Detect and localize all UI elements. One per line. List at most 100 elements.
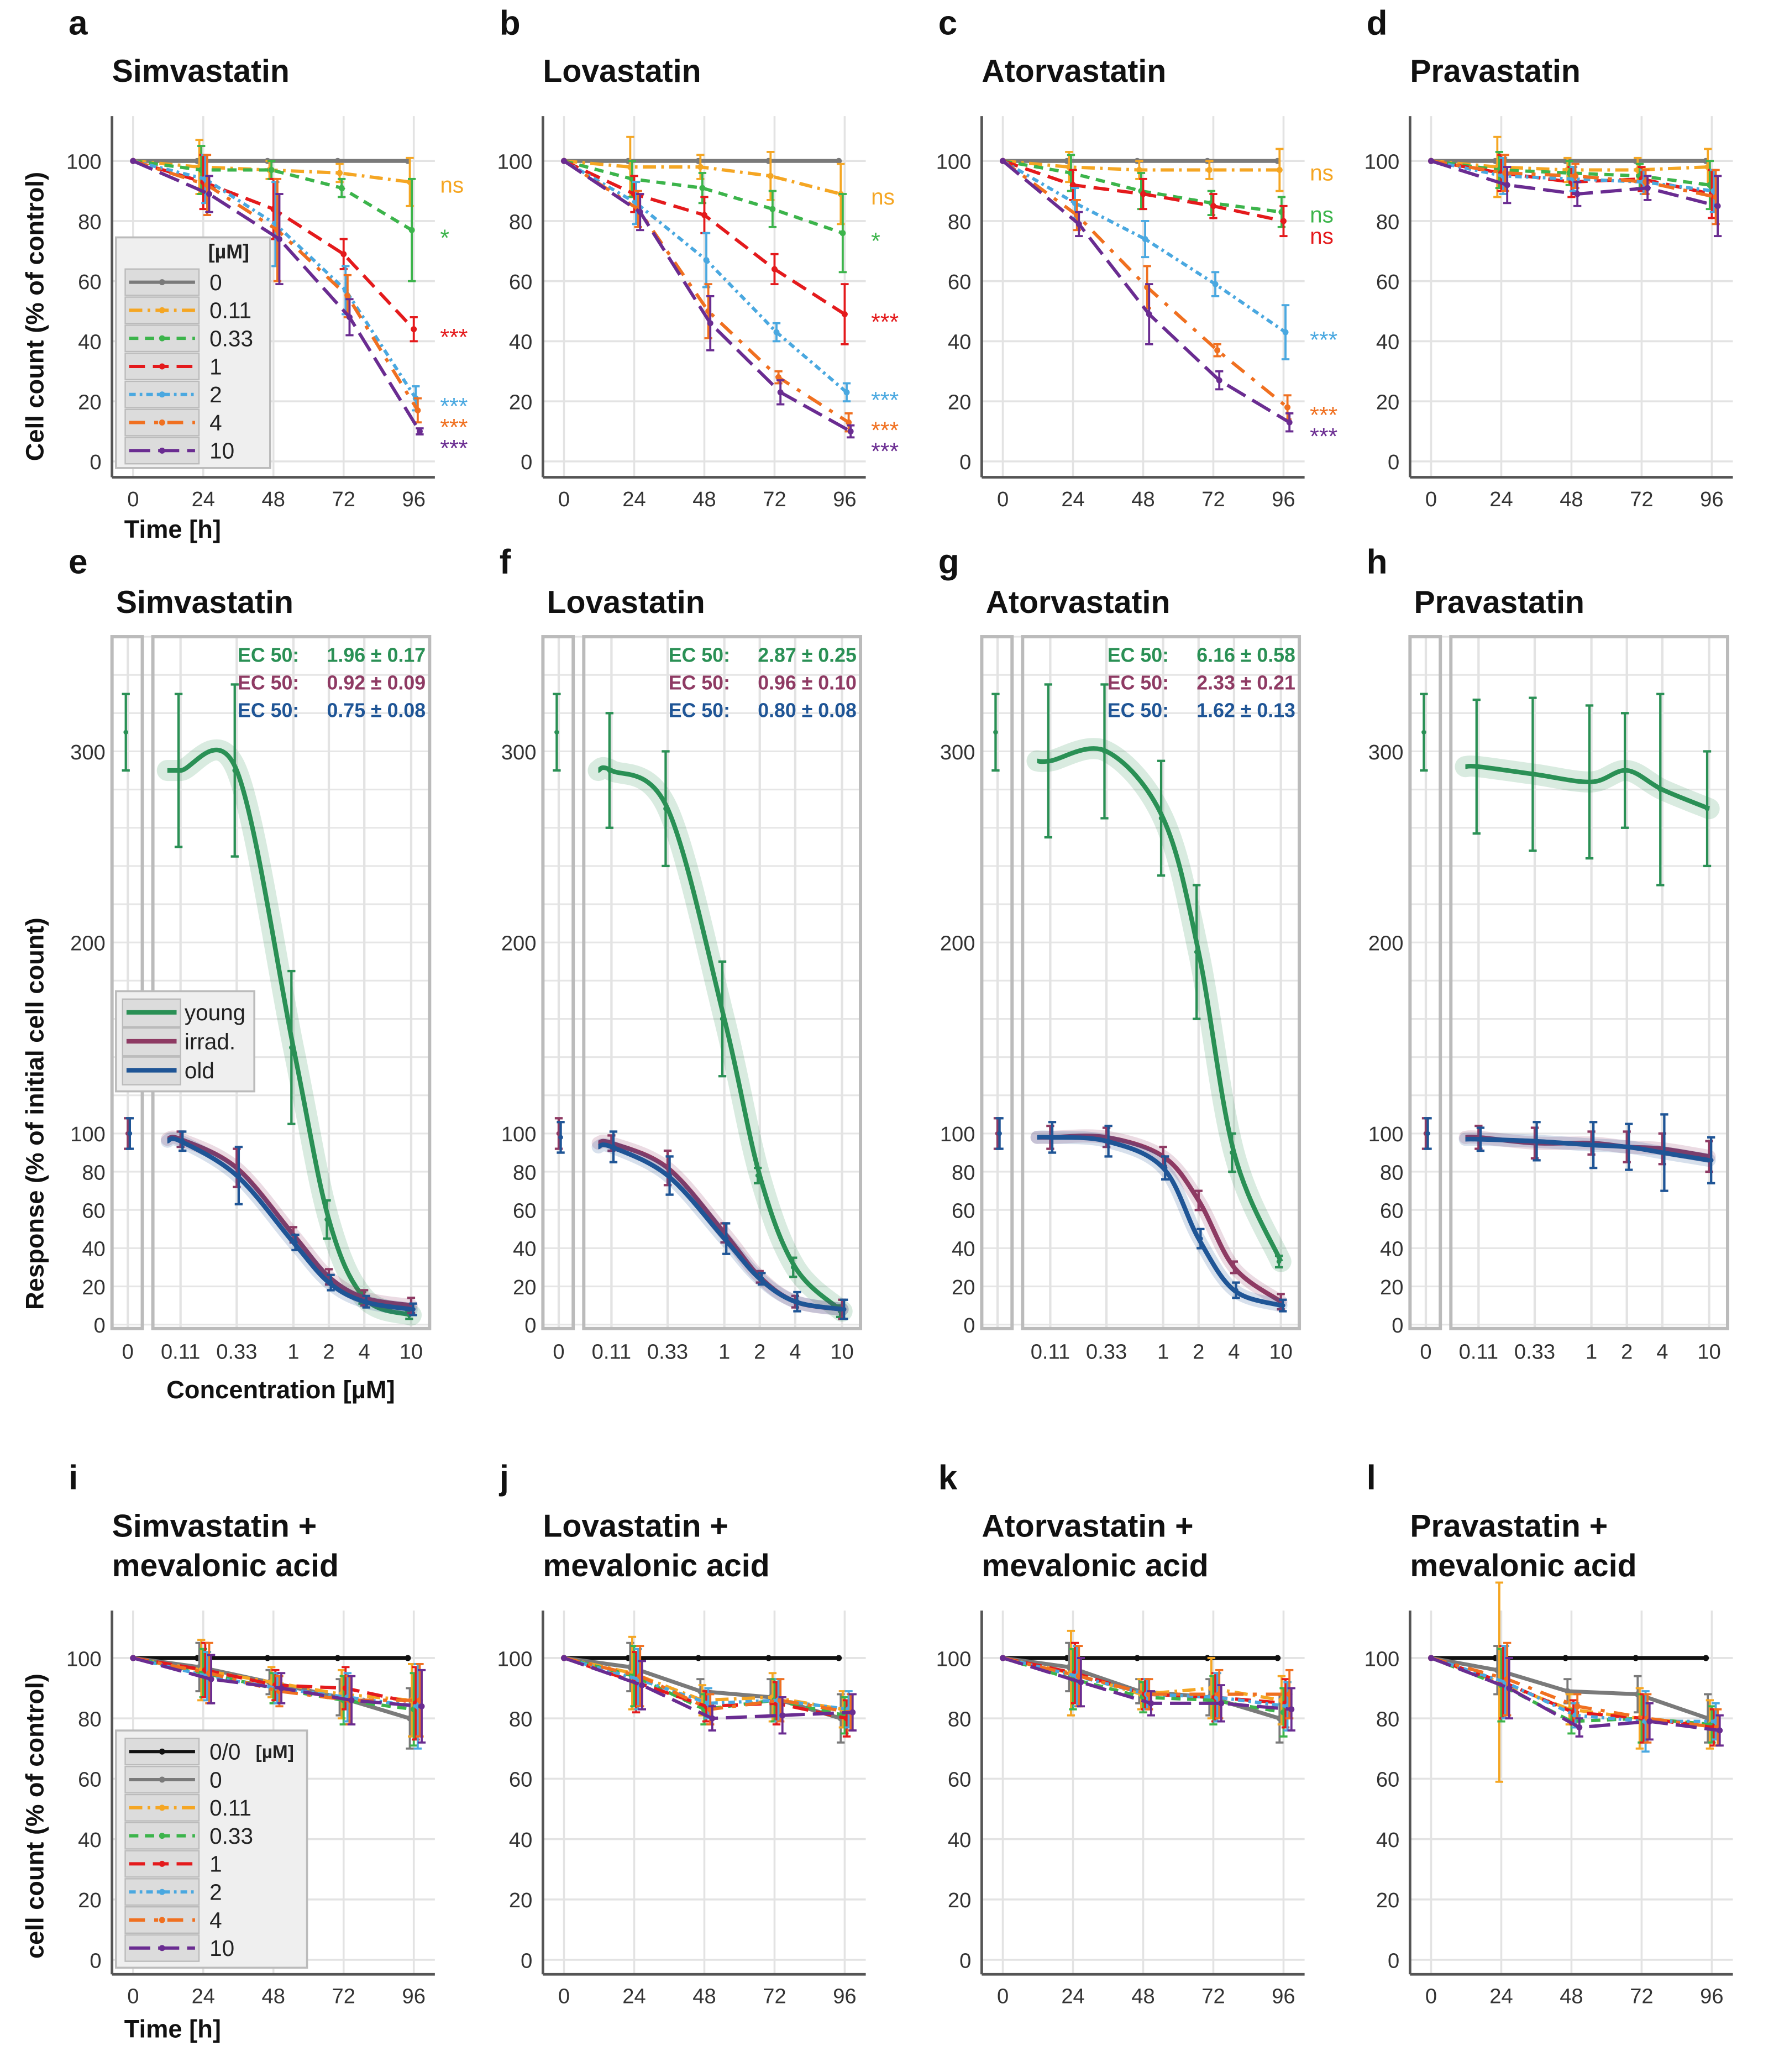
legend-marker [159,1889,165,1895]
x-tick-label: 2 [1193,1340,1204,1364]
x-tick-label: 48 [1131,487,1154,511]
x-tick-label: 72 [1201,487,1225,511]
data-point [346,314,353,321]
data-point [791,1265,796,1270]
data-point [1478,1137,1483,1142]
x-tick-label: 0 [558,487,570,511]
legend-title: [µM] [256,1742,294,1762]
ec50-value: 1.96 ± 0.17 [327,644,426,666]
data-point [338,185,345,191]
y-tick-label: 300 [70,741,106,764]
y-tick-label: 60 [948,1768,971,1792]
x-tick-label: 0.33 [1514,1340,1555,1364]
data-point [334,158,341,164]
significance-label: *** [440,414,468,440]
y-tick-label: 60 [82,1199,105,1223]
data-point [1644,185,1651,191]
legend-title: [µM] [208,241,249,263]
ec50-label: EC 50: [238,644,299,666]
data-point [779,1712,786,1719]
x-tick-label: 0 [553,1340,564,1364]
panel-title: Atorvastatin [982,54,1166,89]
data-point [767,172,774,179]
panel-letter: b [500,4,521,42]
data-point [408,227,415,233]
data-point [607,768,612,773]
data-point [667,1173,672,1178]
legend-marker [159,1945,165,1952]
x-tick-label: 72 [763,487,786,511]
legend-marker [159,1805,165,1811]
significance-label: * [440,225,449,251]
data-point [1633,1655,1639,1661]
y-tick-label: 100 [497,1647,533,1671]
y-tick-label: 80 [509,1707,532,1731]
x-tick-label: 72 [763,1985,786,2008]
series-line [563,159,850,424]
data-point [1070,182,1077,188]
data-point [130,1655,137,1661]
data-point [1142,236,1148,243]
data-point [1587,779,1592,785]
y-tick-label: 100 [501,1122,537,1146]
x-tick-label: 24 [192,1985,215,2008]
data-point [1572,172,1579,179]
panel-letter: g [938,543,959,581]
x-tick-label: 2 [754,1340,765,1364]
data-point [1212,281,1219,287]
confidence-band [1455,756,1720,820]
legend-entry: 1 [209,354,222,379]
data-point [836,1655,842,1661]
panel-letter: f [500,543,511,581]
x-tick-label: 24 [622,487,646,511]
data-point [847,428,854,435]
y-tick-label: 40 [78,331,101,354]
x-tick-label: 0 [558,1985,570,2008]
data-point [1231,1265,1237,1270]
data-point [775,374,782,381]
legend-marker [159,1917,165,1923]
x-tick-label: 0 [127,1985,139,2008]
dose-frame [151,635,432,1330]
data-point [1504,182,1510,188]
data-point [1562,1655,1569,1661]
y-tick-label: 0 [963,1314,975,1337]
panel-letter: e [69,543,87,581]
panel-title: Lovastatin + [543,1509,728,1544]
data-point [276,236,282,243]
y-tick-label: 100 [1365,1647,1400,1671]
x-tick-label: 10 [830,1340,853,1364]
data-point [176,768,181,773]
data-point [1280,218,1287,224]
x-tick-label: 96 [402,487,425,511]
data-point [416,428,423,435]
x-tick-label: 96 [1700,1985,1723,2008]
panel-letter: i [69,1459,78,1497]
series-line [1431,159,1717,199]
data-point [405,1655,411,1661]
panel-title: Lovastatin [543,54,701,89]
x-tick-label: 72 [332,487,355,511]
data-point [1474,764,1479,769]
y-tick-label: 100 [940,1122,975,1146]
fit-curve [1037,746,1283,1263]
y-axis-label: cell count (% of control) [21,1674,49,1959]
x-tick-label: 72 [1630,1985,1653,2008]
data-point [1421,730,1426,735]
data-point [1714,203,1721,209]
data-point [1046,758,1051,764]
dose-frame [1021,635,1302,1330]
y-tick-label: 20 [1376,390,1399,414]
y-tick-label: 100 [1365,150,1400,174]
data-point [1425,1131,1430,1136]
y-tick-label: 60 [952,1199,975,1223]
data-point [720,1016,725,1021]
legend-marker [159,1776,165,1783]
y-tick-label: 80 [82,1161,105,1184]
series-line [1002,1656,1290,1696]
y-tick-label: 200 [501,932,537,956]
zero-dose-frame [980,635,1014,1330]
